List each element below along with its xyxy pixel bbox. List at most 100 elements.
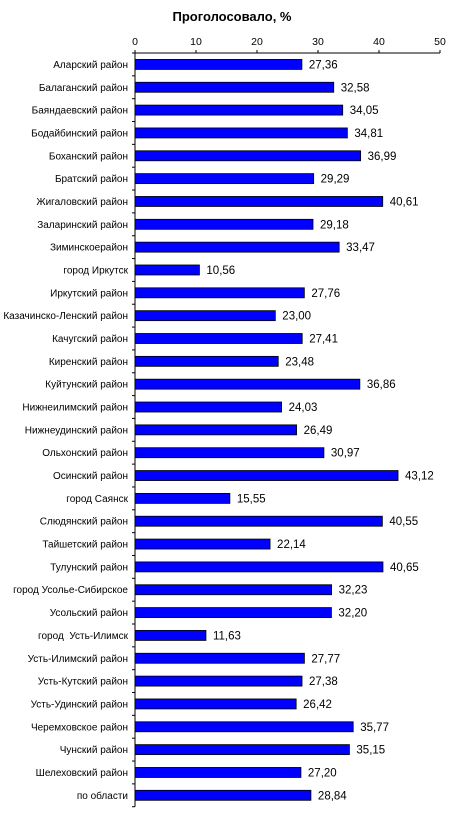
value-label: 26,42 [303,699,332,711]
bar [134,378,361,390]
bar [134,104,344,116]
x-tick-label: 30 [312,36,324,48]
x-tick-label: 0 [132,36,138,48]
bar [134,470,399,481]
bar [134,744,350,756]
category-label: Нижнеудинский район [25,425,128,436]
bar [134,675,303,687]
value-label: 28,84 [318,790,347,802]
bar [134,721,354,733]
category-label: Качугский район [52,334,128,345]
bar [134,767,302,778]
category-label: Слюдянский район [40,517,128,528]
value-label: 27,20 [308,767,337,779]
bar [134,630,207,641]
category-label: Баяндаевский район [32,106,128,117]
bar [134,310,276,322]
value-label: 40,61 [390,196,419,208]
bar [134,355,279,367]
bar [134,584,333,596]
value-label: 32,20 [338,608,367,620]
category-label: Бодайбинский район [31,127,128,139]
category-label: город Усолье-Сибирское [13,584,128,596]
bar [134,127,348,139]
value-label: 27,76 [311,288,340,300]
category-label: Заларинский район [37,220,128,231]
bar [134,150,362,162]
category-label: город Саянск [66,494,128,505]
value-label: 22,14 [277,539,306,551]
value-label: 35,15 [356,745,385,757]
category-label: Тулунский район [50,562,128,573]
bar [134,287,305,299]
value-label: 40,65 [390,562,419,574]
value-label: 10,56 [206,265,235,277]
bar [134,241,340,253]
x-tick-label: 40 [373,36,385,48]
value-label: 34,81 [354,128,383,140]
chart-title: Проголосовало, % [173,9,292,24]
category-label: Куйтунский район [45,380,128,391]
bar [134,218,314,230]
value-label: 40,55 [389,516,418,528]
value-label: 24,03 [289,402,318,414]
category-label: Боханский район [49,151,128,162]
x-tick-label: 20 [251,36,263,48]
category-label: Балаганский район [39,83,128,94]
value-label: 27,77 [311,653,340,665]
value-label: 36,99 [368,151,397,163]
category-label: Братский район [55,174,128,185]
category-label: Усть-Илимский район [28,654,128,665]
value-label: 27,36 [309,59,338,71]
category-label: Жигаловский район [36,197,128,208]
bars-layer [134,59,399,801]
bar [134,196,384,207]
bar [134,515,383,527]
value-label: 29,29 [321,174,350,186]
value-label: 36,86 [367,379,396,391]
bar [134,264,200,276]
value-label: 32,23 [339,585,368,597]
bar [134,607,332,618]
bar [134,59,303,70]
category-label: Усть-Кутский район [38,677,128,688]
value-label: 30,97 [331,448,360,460]
category-label: Ольхонский район [42,448,128,459]
category-label: Тайшетский район [42,540,128,551]
value-label: 43,12 [405,471,434,483]
bar [134,424,297,436]
category-label: Осинский район [53,471,128,482]
category-label: по области [77,790,128,802]
value-label: 27,41 [309,334,338,346]
category-label: Шелеховский район [36,768,128,779]
value-label: 35,77 [360,722,389,734]
bar [134,333,303,344]
bar [134,698,297,710]
value-label: 32,58 [341,82,370,94]
category-label: Киренский район [49,357,128,368]
category-label: Усть-Удинский район [31,699,128,710]
value-label: 23,48 [285,356,314,368]
bar [134,173,315,185]
bar [134,561,384,573]
value-label: 15,55 [237,493,266,505]
value-label: 27,38 [309,676,338,688]
bar [134,492,231,504]
value-label: 11,63 [213,630,241,642]
bar [134,401,282,413]
x-tick-label: 50 [434,36,446,48]
bar [134,538,271,550]
value-label: 23,00 [282,311,311,323]
bar [134,447,325,459]
value-label: 29,18 [320,219,349,231]
x-tick-label: 10 [190,36,202,48]
category-label: Чунский район [60,745,128,756]
category-label: Иркутский район [50,288,128,299]
category-label: Аларский район [53,60,128,71]
value-label: 26,49 [304,425,333,437]
category-label: Зиминскоерайон [50,243,128,254]
category-label: Нижнеилимский район [22,403,128,414]
category-label: город Усть-Илимск [38,631,129,642]
value-label: 34,05 [350,105,379,117]
